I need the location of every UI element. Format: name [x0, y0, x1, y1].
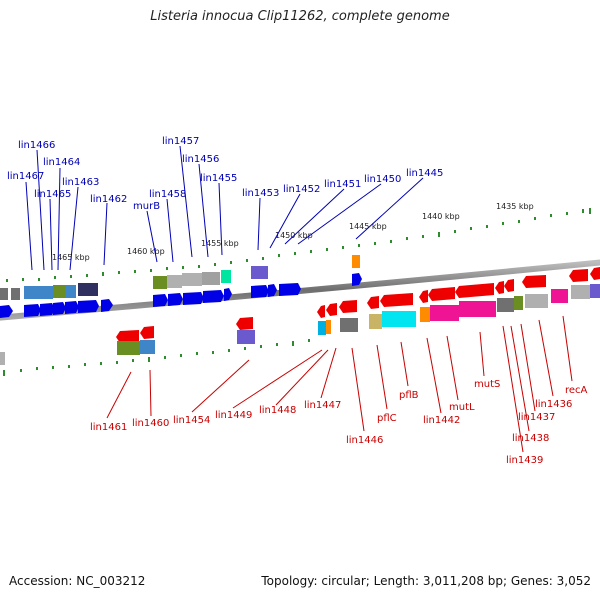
gene-label-lin1437: lin1437: [518, 412, 555, 423]
reverse-genes: [116, 267, 600, 343]
scale-label: 1440 kbp: [422, 212, 460, 221]
genome-summary: Topology: circular; Length: 3,011,208 bp…: [261, 574, 591, 588]
scale-labels: 1465 kbp 1460 kbp 1455 kbp 1450 kbp 1445…: [52, 202, 534, 262]
forward-label-lines: [25, 145, 424, 271]
accession-label: Accession: NC_003212: [9, 574, 146, 588]
gene-label-lin1438: lin1438: [512, 433, 549, 444]
gene-label-lin1463: lin1463: [62, 177, 99, 188]
gene-label-lin1462: lin1462: [90, 194, 127, 205]
gene-label-lin1461: lin1461: [90, 422, 127, 433]
gene-label-lin1449: lin1449: [215, 410, 252, 421]
outer-ruler: [6, 208, 591, 282]
gene-label-murB: murB: [133, 201, 160, 212]
gene-label-lin1464: lin1464: [43, 157, 80, 168]
scale-label: 1445 kbp: [349, 222, 387, 231]
gene-label-lin1458: lin1458: [149, 189, 186, 200]
forward-cog-blocks: [0, 255, 360, 300]
gene-label-lin1454: lin1454: [173, 415, 210, 426]
scale-label: 1455 kbp: [201, 239, 239, 248]
scale-label: 1460 kbp: [127, 247, 165, 256]
gene-label-lin1457: lin1457: [162, 136, 199, 147]
gene-label-lin1439: lin1439: [506, 455, 543, 466]
gene-label-lin1436: lin1436: [535, 399, 572, 410]
forward-gene-labels: lin1466 lin1467 lin1464 lin1465 lin1463 …: [7, 136, 443, 212]
gene-label-pflC: pflC: [377, 413, 397, 424]
gene-label-mutS: mutS: [474, 379, 500, 390]
gene-label-pflB: pflB: [399, 390, 419, 401]
gene-label-lin1460: lin1460: [132, 418, 169, 429]
gene-label-lin1466: lin1466: [18, 140, 55, 151]
gene-label-lin1447: lin1447: [304, 400, 341, 411]
gene-label-lin1455: lin1455: [200, 173, 237, 184]
gene-label-lin1451: lin1451: [324, 179, 361, 190]
gene-label-lin1450: lin1450: [364, 174, 401, 185]
gene-label-lin1445: lin1445: [406, 168, 443, 179]
gene-label-lin1456: lin1456: [182, 154, 219, 165]
reverse-gene-labels: lin1461 lin1460 lin1454 lin1449 lin1448 …: [90, 379, 588, 466]
gene-label-lin1446: lin1446: [346, 435, 383, 446]
gene-label-mutL: mutL: [449, 402, 475, 413]
map-title: Listeria innocua Clip11262, complete gen…: [150, 9, 450, 24]
gene-label-lin1452: lin1452: [283, 184, 320, 195]
reverse-cog-blocks: [0, 284, 600, 365]
gene-label-lin1453: lin1453: [242, 188, 279, 199]
scale-label: 1435 kbp: [496, 202, 534, 211]
forward-genes: [0, 273, 362, 318]
gene-label-lin1467: lin1467: [7, 171, 44, 182]
gene-label-lin1442: lin1442: [423, 415, 460, 426]
gene-label-lin1448: lin1448: [259, 405, 296, 416]
inner-ruler: [3, 339, 310, 376]
gene-label-recA: recA: [565, 385, 588, 396]
reverse-label-lines: [106, 315, 573, 453]
gene-label-lin1465: lin1465: [34, 189, 71, 200]
